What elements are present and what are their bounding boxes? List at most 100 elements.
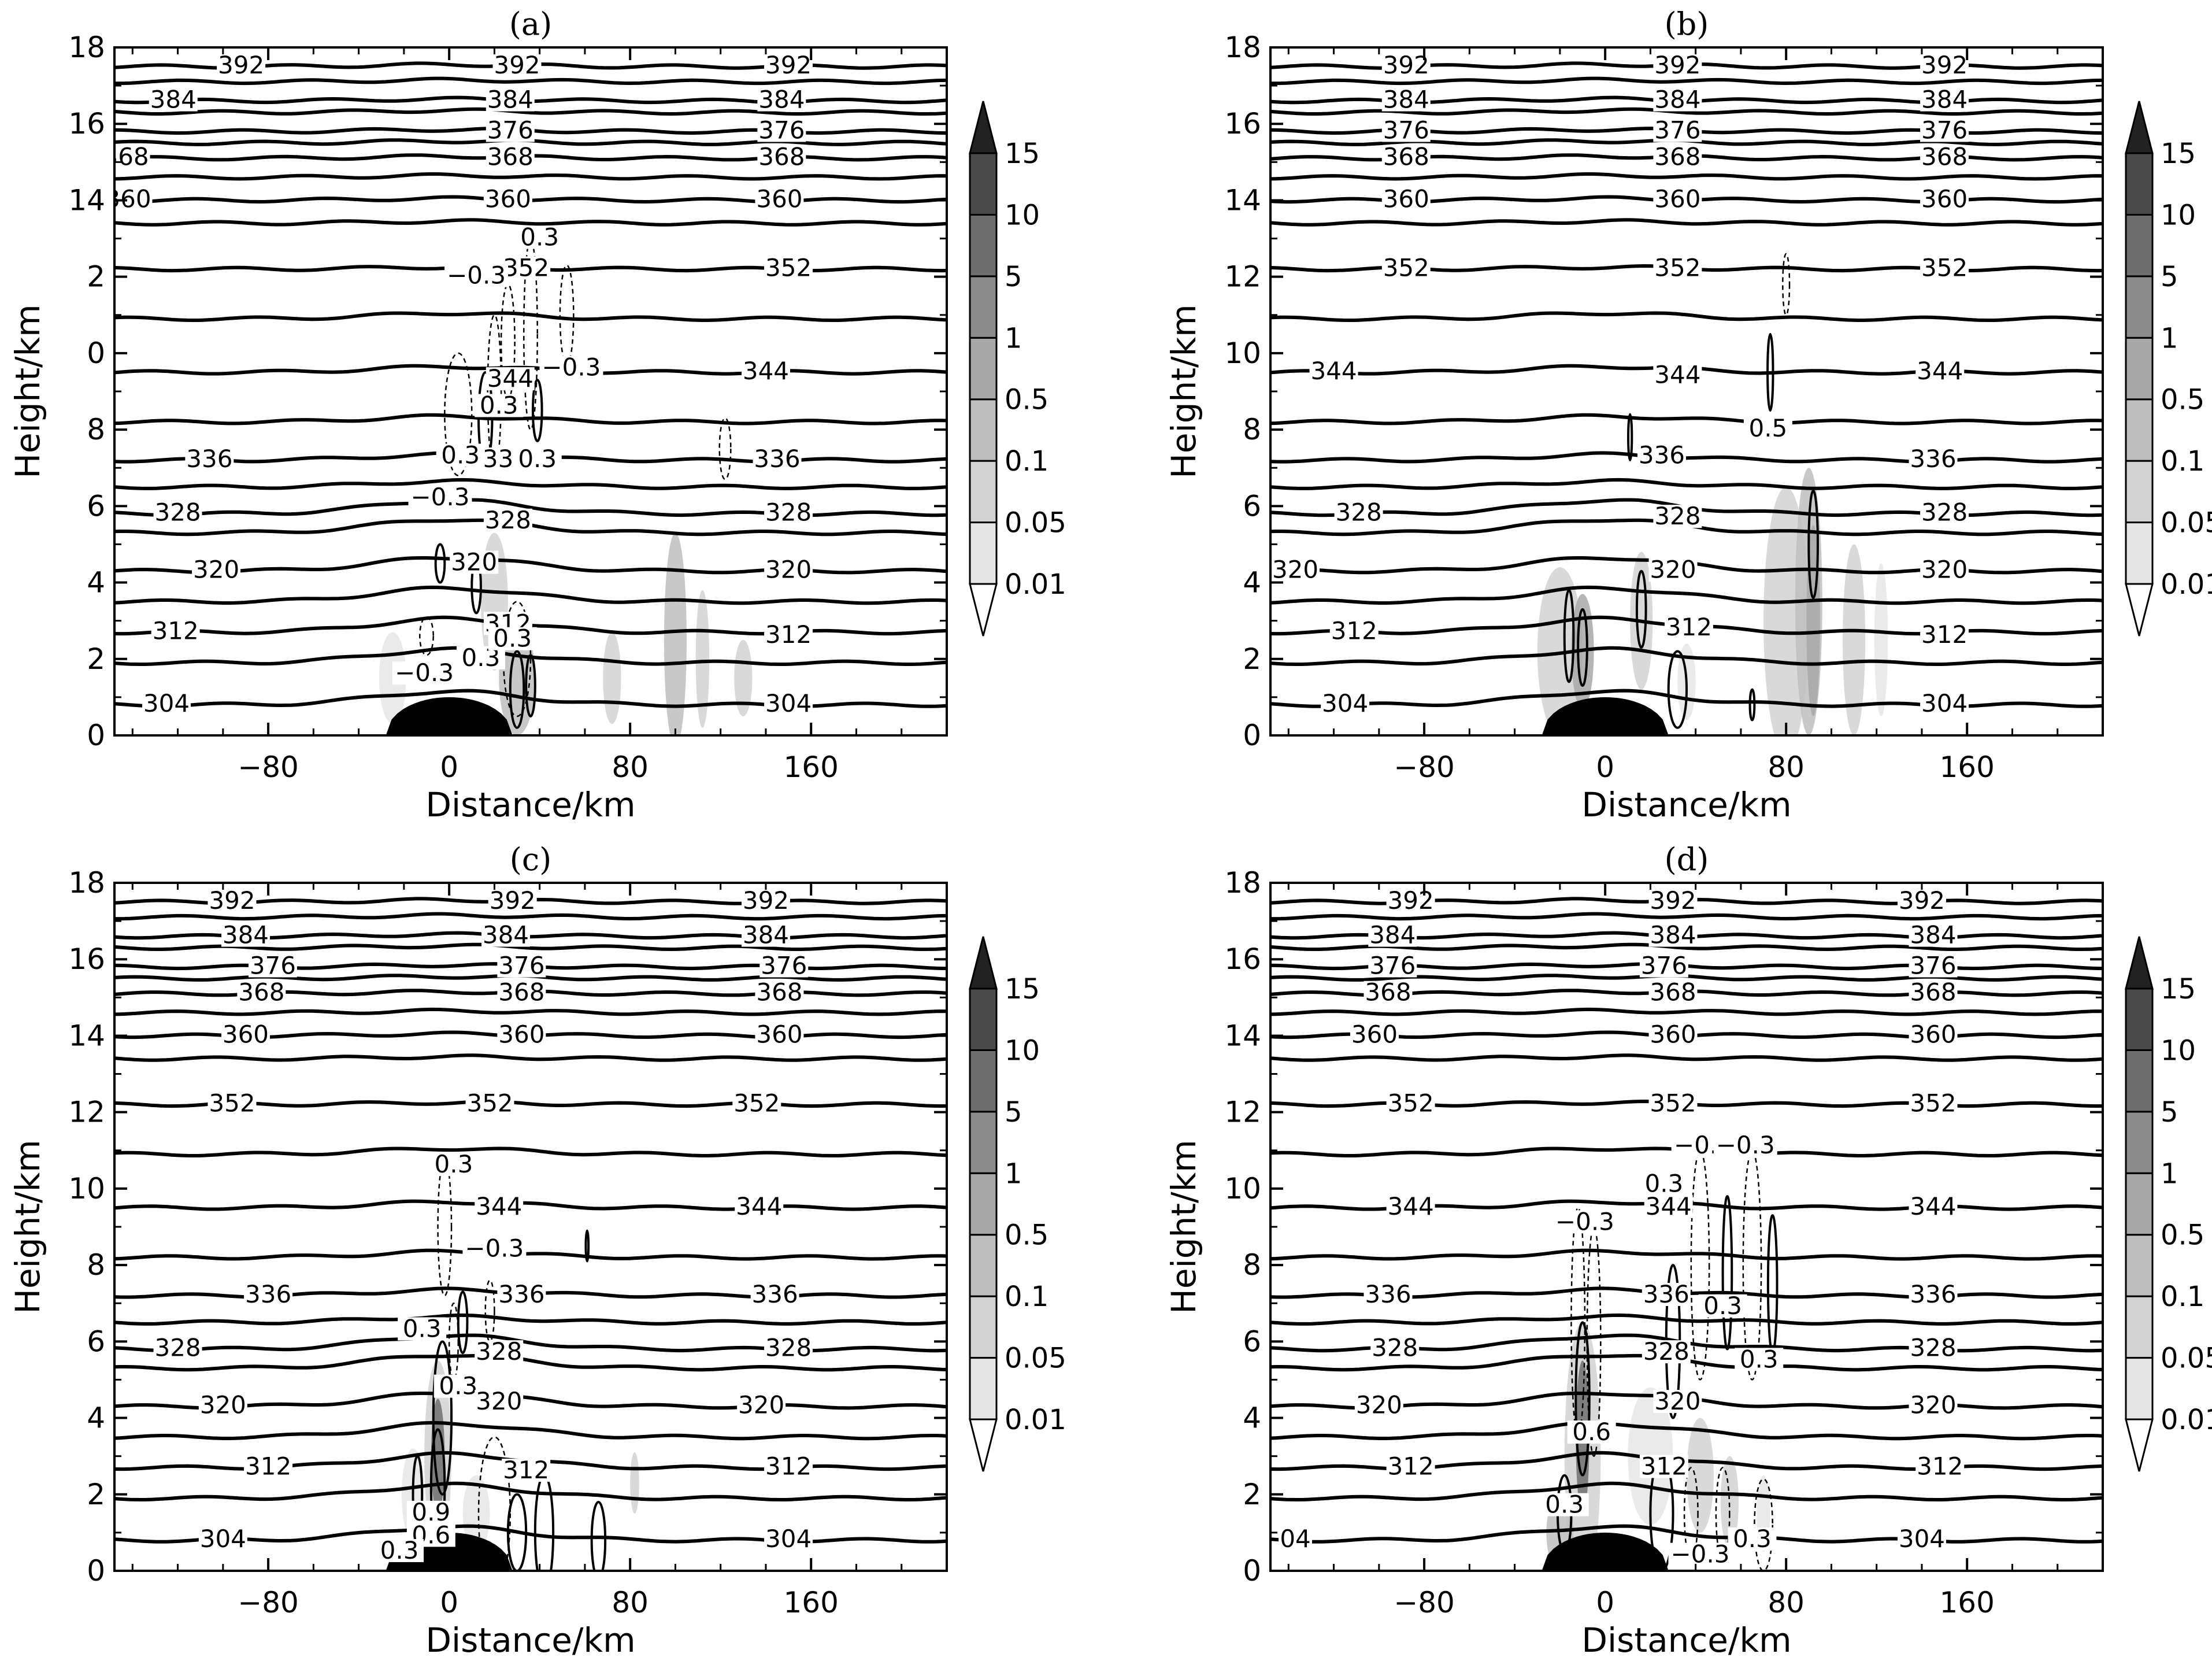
contour-label: 0.6: [1572, 1418, 1611, 1446]
y-tick-label: 2: [1243, 642, 1261, 676]
contour-label-bg: [481, 923, 530, 947]
contour-label-bg: [735, 1194, 784, 1218]
colorbar-box: [969, 152, 998, 216]
y-tick-label: 12: [68, 1096, 105, 1129]
y-axis-label: Height/km: [1164, 1140, 1203, 1314]
y-tick-label: 10: [1224, 1172, 1261, 1205]
negative-contour: [1715, 1467, 1731, 1560]
contour-label-bg: [244, 1455, 293, 1478]
contour-label-bg: [1381, 256, 1431, 280]
contour-label: 0.3: [403, 1315, 442, 1343]
y-tick-label: 16: [1224, 107, 1261, 140]
contour-label-bg: [1668, 1542, 1732, 1566]
contour-label-bg: [1648, 1092, 1698, 1115]
contour-label: 0.3: [520, 223, 559, 251]
colorbar-box: [969, 275, 998, 339]
positive-contour: [590, 1501, 607, 1571]
isentrope-356: [1270, 1053, 2103, 1062]
positive-contour: [1574, 1321, 1591, 1477]
contour-label: −0.3: [1716, 1131, 1775, 1159]
contour-label-bg: [1920, 119, 1969, 142]
contour-label: 320: [1272, 556, 1318, 584]
contour-label: 0.3: [1733, 1525, 1772, 1553]
contour-label-bg: [750, 1283, 799, 1306]
contour-label-bg: [1279, 1527, 1313, 1551]
colorbar-box: [969, 398, 998, 462]
contour-label-bg: [1637, 443, 1686, 467]
y-tick-label: 0: [1243, 1554, 1261, 1588]
colorbar-label: 10: [1005, 199, 1040, 231]
contour-label: 360: [1351, 1020, 1398, 1048]
contour-label: 368: [238, 978, 284, 1007]
contour-label-bg: [741, 359, 790, 383]
colorbar-high-extension: [2125, 936, 2154, 990]
colorbar-box: [2125, 1172, 2154, 1236]
contour-label: 320: [451, 548, 497, 576]
contour-label-bg: [1648, 923, 1698, 947]
contour-label: 392: [1654, 51, 1700, 79]
x-tick-label: −80: [1394, 1586, 1455, 1619]
isentrope-364: [1270, 172, 2103, 181]
shading-blob: [1720, 1456, 1739, 1548]
contour-label-bg: [1920, 623, 1969, 647]
contour-label: 328: [765, 498, 812, 527]
contour-label-bg: [1653, 256, 1702, 280]
x-tick-label: 0: [1596, 750, 1614, 784]
colorbar-label: 0.5: [1005, 384, 1048, 416]
y-tick-label: 0: [87, 336, 105, 370]
colorbar-label: 0.05: [1005, 507, 1066, 539]
contour-label-bg: [208, 889, 257, 913]
negative-contour: [444, 352, 473, 476]
contour-label: 320: [1910, 1391, 1956, 1419]
contour-label: 384: [483, 921, 529, 949]
colorbar-high-extension: [969, 101, 998, 154]
isentrope-308: [1270, 646, 2103, 666]
contour-label-bg: [1664, 615, 1713, 639]
contour-label: 368: [1654, 143, 1700, 171]
contour-label: −0.3: [447, 261, 506, 290]
colorbar-box: [969, 1295, 998, 1359]
contour-label-bg: [1897, 1527, 1946, 1551]
contour-label-bg: [488, 627, 537, 650]
contour-label-bg: [764, 501, 813, 524]
contour-label-bg: [483, 508, 532, 532]
contour-label-bg: [1370, 1336, 1420, 1360]
contour-label-bg: [1909, 1194, 1958, 1218]
colorbar-label: 0.1: [1005, 1281, 1048, 1313]
contour-label-bg: [1540, 1493, 1589, 1516]
isentrope-332: [114, 478, 947, 490]
contour-label: 360: [1654, 184, 1700, 213]
contour-label: 320: [476, 1387, 522, 1415]
y-axis-label: Height/km: [8, 1140, 47, 1314]
contour-label: 0.3: [493, 624, 532, 653]
contour-label-bg: [741, 889, 790, 913]
contour-label-bg: [221, 923, 270, 947]
contour-label-bg: [114, 145, 150, 169]
contour-label-bg: [1920, 558, 1969, 582]
contour-label: 0.3: [380, 1536, 419, 1564]
y-tick-label: 4: [1243, 1401, 1261, 1435]
colorbar-label: 0.5: [2161, 1219, 2204, 1252]
contour-label: 312: [1331, 617, 1377, 645]
contour-label-bg: [153, 501, 202, 524]
contour-label-bg: [1648, 1023, 1698, 1046]
isentrope-388: [1270, 912, 2103, 921]
contour-label: −0.3: [410, 483, 469, 511]
positive-contour: [509, 650, 525, 729]
contour-label-bg: [142, 692, 191, 716]
colorbar-box: [2125, 213, 2154, 278]
y-tick-label: 18: [1224, 31, 1261, 64]
contour-label: 328: [1372, 1334, 1418, 1362]
contour-label-bg: [1735, 1348, 1784, 1371]
contour-label-bg: [1909, 1023, 1958, 1046]
contour-label: 312: [503, 1456, 549, 1484]
contour-label-bg: [1920, 145, 1969, 169]
contour-label: 336: [1643, 1280, 1689, 1308]
negative-contour: [523, 238, 538, 431]
isentrope-356: [114, 1053, 947, 1062]
contour-label-bg: [185, 447, 234, 471]
isentrope-344: [114, 1199, 947, 1211]
isentrope-364: [114, 1007, 947, 1016]
